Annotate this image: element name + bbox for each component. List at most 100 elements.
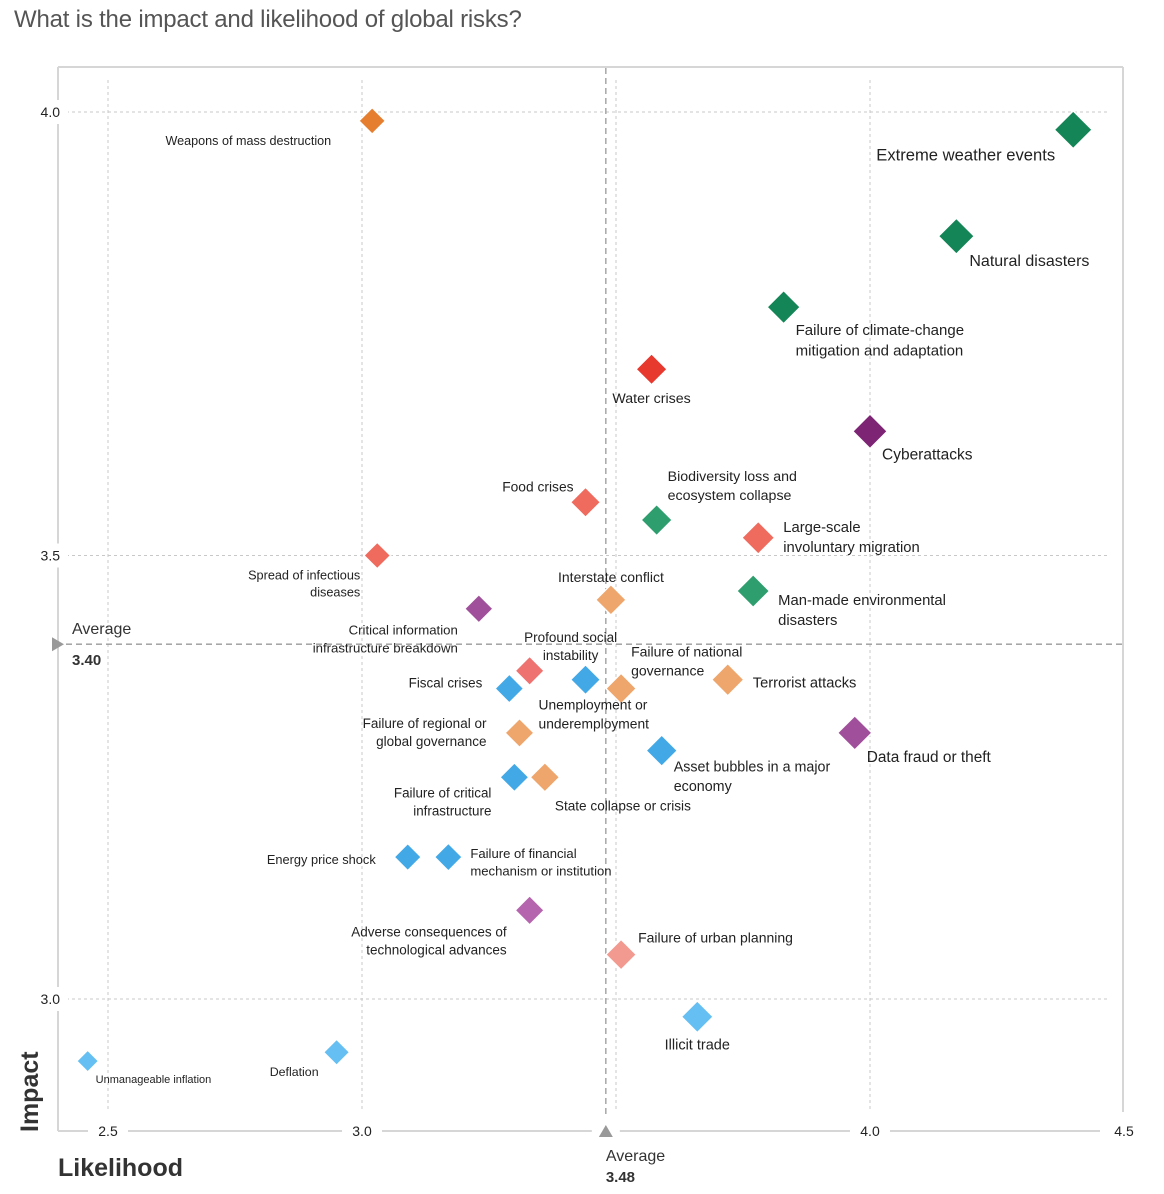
point-weapons-of-mass-destruction (357, 106, 387, 136)
label-line: Profound social (524, 630, 617, 645)
x-average-marker-icon (598, 1125, 613, 1137)
x-tick-label: 4.0 (860, 1123, 880, 1139)
label-line: Natural disasters (969, 253, 1089, 270)
tick-knockout (342, 1121, 382, 1141)
label-failure-of-financial-mechanism-or-institution: Failure of financial mechanism or institu… (470, 846, 611, 879)
label-weapons-of-mass-destruction: Weapons of mass destruction (165, 134, 331, 148)
label-failure-of-national-governance: Failure of national governance (631, 644, 742, 679)
point-energy-price-shock (393, 842, 423, 872)
label-line: Large-scale (783, 520, 860, 536)
label-line: diseases (310, 586, 360, 600)
label-unemployment-or-underemployment: Unemployment or underemployment (539, 698, 650, 732)
average-lines: Average 3.48 Average 3.40 (52, 68, 1122, 1186)
label-adverse-consequences-of-technological-advances: Adverse consequences of technological adv… (351, 924, 507, 957)
y-tick-label: 3.5 (41, 548, 61, 564)
label-line: economy (674, 779, 733, 795)
point-water-crises (634, 352, 669, 386)
point-illicit-trade (680, 999, 715, 1034)
label-man-made-environmental-disasters: Man-made environmental disasters (778, 593, 946, 629)
label-line: Deflation (270, 1065, 319, 1079)
label-extreme-weather-events: Extreme weather events (876, 146, 1055, 165)
label-line: infrastructure breakdown (313, 641, 458, 656)
label-line: Failure of regional or (363, 716, 487, 731)
label-energy-price-shock: Energy price shock (267, 852, 376, 867)
tick-knockout (1104, 1121, 1144, 1141)
point-failure-of-climate-change-mitigation-and-adaptation (765, 289, 802, 325)
point-interstate-conflict (594, 583, 628, 617)
label-line: Asset bubbles in a major (674, 760, 831, 776)
point-natural-disasters (937, 217, 976, 256)
axis-ticks: 2.5 3.0 4.0 4.5 3.0 3.5 4.0 (41, 100, 1144, 1141)
label-line: State collapse or crisis (555, 798, 691, 813)
label-line: underemployment (539, 716, 650, 731)
label-line: Unmanageable inflation (96, 1074, 212, 1086)
y-axis-title: Impact (16, 1051, 44, 1132)
label-unmanageable-inflation: Unmanageable inflation (96, 1074, 212, 1086)
label-failure-of-climate-change-mitigation-and-adaptation: Failure of climate-change mitigation and … (796, 322, 964, 359)
point-deflation (322, 1038, 351, 1067)
label-line: instability (543, 648, 599, 663)
y-tick-label: 4.0 (41, 104, 61, 120)
label-line: Failure of national (631, 644, 742, 660)
point-biodiversity-loss-and-ecosystem-collapse (639, 503, 674, 537)
label-line: Weapons of mass destruction (165, 134, 331, 148)
point-man-made-environmental-disasters (735, 573, 771, 609)
label-profound-social-instability: Profound social instability (524, 630, 617, 663)
label-natural-disasters: Natural disasters (969, 253, 1089, 270)
label-line: Energy price shock (267, 852, 376, 867)
label-water-crises: Water crises (612, 391, 690, 407)
label-illicit-trade: Illicit trade (665, 1038, 730, 1054)
x-average-label: Average (606, 1148, 665, 1165)
label-terrorist-attacks: Terrorist attacks (753, 676, 857, 692)
tick-knockout (48, 543, 68, 568)
y-average-label: Average (72, 621, 131, 638)
point-adverse-consequences-of-technological-advances (514, 894, 546, 926)
label-line: Critical information (349, 623, 458, 638)
label-line: disasters (778, 613, 837, 629)
label-line: ecosystem collapse (668, 488, 792, 504)
y-average-value: 3.40 (72, 652, 101, 669)
label-large-scale-involuntary-migration: Large-scale involuntary migration (783, 520, 920, 556)
label-failure-of-critical-infrastructure: Failure of critical infrastructure (394, 785, 492, 818)
x-axis-title: Likelihood (58, 1154, 183, 1182)
label-spread-of-infectious-diseases: Spread of infectious diseases (248, 569, 360, 600)
label-fiscal-crises: Fiscal crises (409, 676, 483, 691)
label-biodiversity-loss-and-ecosystem-collapse: Biodiversity loss and ecosystem collapse (668, 469, 797, 504)
plot-frame (57, 66, 1124, 1132)
point-failure-of-regional-or-global-governance (503, 717, 536, 749)
point-unmanageable-inflation (75, 1049, 100, 1074)
tick-knockout (48, 987, 68, 1011)
label-line: Interstate conflict (558, 569, 664, 585)
label-line: involuntary migration (783, 540, 920, 556)
label-line: Failure of critical (394, 785, 492, 800)
point-large-scale-involuntary-migration (740, 520, 776, 556)
label-line: global governance (376, 734, 486, 749)
label-line: mechanism or institution (470, 864, 611, 879)
label-failure-of-urban-planning: Failure of urban planning (638, 930, 793, 946)
label-line: Food crises (502, 479, 573, 494)
tick-knockout (88, 1121, 128, 1141)
point-profound-social-instability (514, 655, 546, 687)
point-failure-of-urban-planning (604, 938, 638, 972)
label-line: Biodiversity loss and (668, 469, 797, 485)
label-critical-information-infrastructure-breakdown: Critical information infrastructure break… (313, 623, 458, 656)
x-tick-label: 4.5 (1114, 1123, 1134, 1139)
data-points (75, 106, 1094, 1074)
label-line: governance (631, 663, 704, 679)
x-tick-label: 3.0 (352, 1123, 372, 1139)
label-line: Unemployment or (539, 698, 648, 713)
label-line: Man-made environmental (778, 593, 946, 609)
label-line: Extreme weather events (876, 146, 1055, 165)
label-deflation: Deflation (270, 1065, 319, 1079)
point-spread-of-infectious-diseases (362, 541, 392, 570)
label-line: Fiscal crises (409, 676, 483, 691)
x-tick-label: 2.5 (98, 1123, 118, 1139)
label-line: technological advances (366, 943, 507, 958)
point-state-collapse-or-crisis (529, 761, 561, 794)
label-line: mitigation and adaptation (796, 342, 964, 359)
label-cyberattacks: Cyberattacks (882, 446, 973, 463)
label-line: Adverse consequences of (351, 924, 507, 939)
chart-title: What is the impact and likelihood of glo… (14, 6, 522, 33)
tick-knockout (850, 1121, 890, 1141)
